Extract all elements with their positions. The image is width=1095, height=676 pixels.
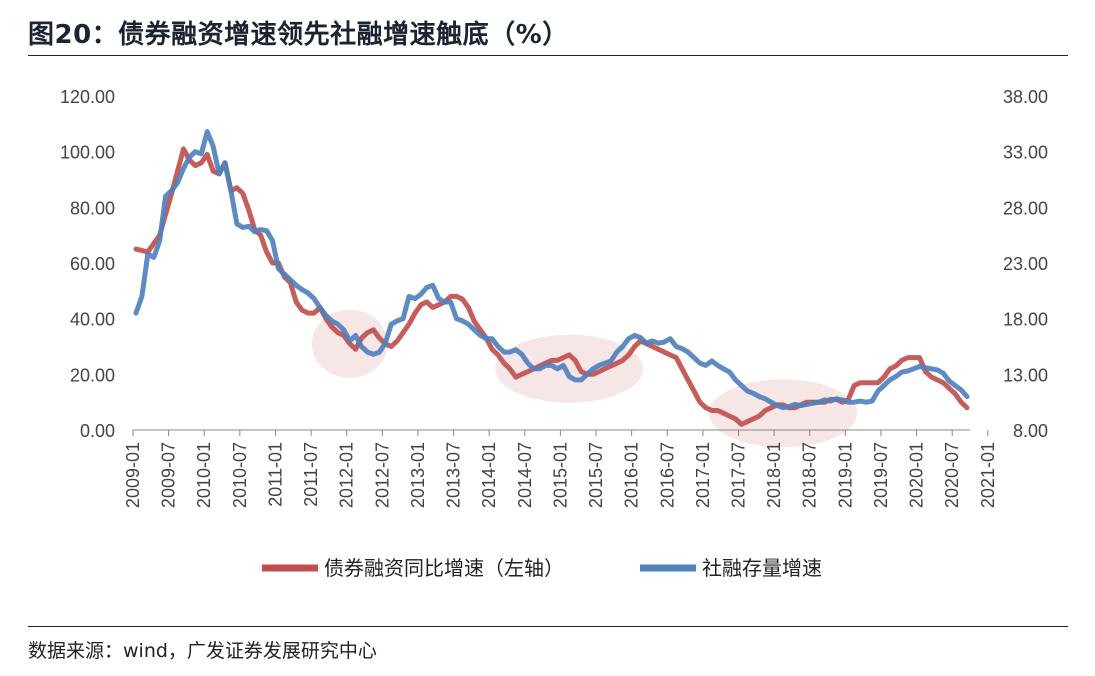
x-tick-label: 2012-01	[337, 442, 357, 508]
x-tick-label: 2016-07	[657, 442, 677, 508]
left-tick-label: 120.00	[60, 87, 115, 107]
left-tick-label: 60.00	[70, 254, 115, 274]
x-tick-label: 2011-07	[301, 442, 321, 507]
bottom-rule	[28, 626, 1068, 627]
legend-tsf-label: 社融存量增速	[702, 556, 822, 580]
x-tick-label: 2009-01	[123, 442, 143, 508]
x-tick-label: 2011-01	[265, 442, 285, 507]
axes: 0.00 20.00 40.00 60.00 80.00 100.00 120.00 8.00…	[60, 87, 1048, 508]
x-tick-label: 2020-07	[942, 442, 962, 508]
left-tick-label: 0.00	[80, 421, 115, 441]
top-rule	[28, 55, 1068, 56]
right-tick-label: 18.00	[1003, 310, 1048, 330]
x-tick-label: 2015-01	[550, 442, 570, 508]
source-note: 数据来源：wind，广发证券发展研究中心	[28, 640, 377, 662]
right-tick-label: 13.00	[1003, 365, 1048, 385]
series-lines	[133, 129, 970, 427]
highlight-ellipse	[495, 334, 644, 403]
x-tick-label: 2017-07	[728, 442, 748, 508]
x-tick-label: 2014-07	[515, 442, 535, 508]
legend-bond-label: 债券融资同比增速（左轴）	[324, 556, 564, 580]
x-tick-label: 2012-07	[372, 442, 392, 508]
x-tick-label: 2010-07	[230, 442, 250, 508]
chart-title: 图20：债券融资增速领先社融增速触底（%）	[28, 20, 569, 50]
x-tick-label: 2014-01	[479, 442, 499, 508]
x-tick-label: 2018-07	[800, 442, 820, 508]
x-tick-label: 2017-01	[693, 442, 713, 508]
right-tick-label: 23.00	[1003, 254, 1048, 274]
x-tick-label: 2016-01	[622, 442, 642, 508]
x-tick-label: 2019-01	[835, 442, 855, 508]
x-tick-label: 2020-01	[907, 442, 927, 508]
x-tick-label: 2013-01	[408, 442, 428, 508]
x-tick-label: 2018-01	[764, 442, 784, 508]
x-tick-label: 2019-07	[871, 442, 891, 508]
x-tick-label: 2015-07	[586, 442, 606, 508]
x-tick-label: 2009-07	[159, 442, 179, 508]
highlight-ellipse	[709, 379, 858, 448]
legend: 债券融资同比增速（左轴） 社融存量增速	[262, 556, 822, 580]
right-tick-label: 33.00	[1003, 143, 1048, 163]
left-tick-label: 20.00	[70, 365, 115, 385]
right-tick-label: 8.00	[1013, 421, 1048, 441]
left-tick-label: 40.00	[70, 310, 115, 330]
x-tick-label: 2013-07	[444, 442, 464, 508]
x-tick-label: 2010-01	[194, 442, 214, 508]
right-tick-label: 28.00	[1003, 198, 1048, 218]
left-tick-label: 100.00	[60, 143, 115, 163]
right-tick-label: 38.00	[1003, 87, 1048, 107]
series-line-social-financing	[133, 129, 970, 411]
left-tick-label: 80.00	[70, 198, 115, 218]
x-tick-label: 2021-01	[978, 442, 998, 508]
